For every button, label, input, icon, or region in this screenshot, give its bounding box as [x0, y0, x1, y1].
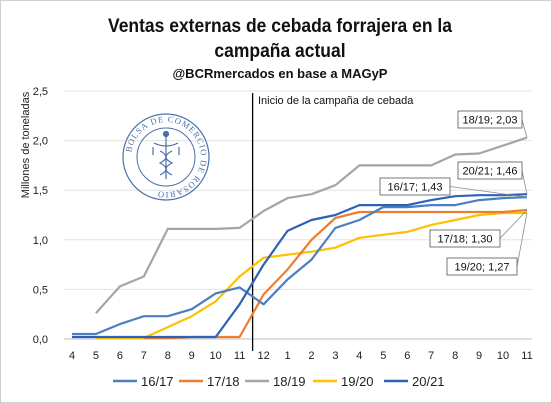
- annotation-leader: [499, 209, 528, 239]
- y-tick-label: 2,0: [33, 136, 48, 148]
- campaign-start-label: Inicio de la campaña de cebada: [258, 95, 414, 107]
- x-tick-label: 6: [117, 350, 123, 362]
- seal-inner-ring: [136, 127, 196, 187]
- x-tick-label: 11: [521, 350, 532, 362]
- legend-label: 18/19: [273, 374, 306, 389]
- y-tick-label: 2,5: [33, 86, 48, 98]
- annotation-label: 16/17; 1,43: [387, 182, 442, 194]
- x-tick-label: 5: [93, 350, 99, 362]
- x-tick-label: 7: [141, 350, 147, 362]
- seal-outer-ring: [122, 113, 210, 201]
- x-tick-label: 1: [284, 350, 290, 362]
- series-line-19-20: [95, 211, 527, 340]
- x-tick-label: 11: [234, 350, 245, 362]
- x-tick-label: 9: [189, 350, 195, 362]
- annotation-label: 17/18; 1,30: [437, 234, 492, 246]
- legend: 16/17 17/18 18/19 19/20 20/21: [113, 374, 445, 389]
- annotation-box: [457, 161, 523, 180]
- legend-label: 17/18: [207, 374, 240, 389]
- x-tick-label: 6: [404, 350, 410, 362]
- annotation-label: 18/19; 2,03: [462, 115, 517, 127]
- annotation-box: [457, 110, 523, 129]
- x-tick-label: 9: [476, 350, 482, 362]
- caduceus-icon: [152, 130, 180, 179]
- x-tick-label: 10: [497, 350, 509, 362]
- y-tick-label: 0,5: [33, 284, 48, 296]
- data-annotations: 18/19; 2,03 20/21; 1,46 16/17; 1,43 17/18; …: [379, 110, 528, 276]
- x-tick-label: 4: [356, 350, 362, 362]
- bolsa-comercio-rosario-seal: BOLSA DE COMERCIO DE ROSARIO: [122, 113, 210, 201]
- annotation-leader: [516, 212, 528, 267]
- annotation-label: 20/21; 1,46: [462, 166, 517, 178]
- y-axis-label: Millones de toneladas: [20, 91, 32, 198]
- x-tick-label: 10: [210, 350, 222, 362]
- x-axis-ticks: 4 5 6 7 8 9 10 11 12 1 2 3 4 5 6 7 8 9 10 11: [69, 350, 533, 362]
- x-tick-label: 3: [332, 350, 338, 362]
- annotation-box: [446, 257, 518, 276]
- series-line-16-17: [72, 196, 528, 336]
- legend-label: 20/21: [412, 374, 445, 389]
- annotation-leader: [449, 186, 528, 198]
- annotation-box: [379, 177, 451, 196]
- x-tick-label: 12: [257, 350, 269, 362]
- y-tick-label: 0,0: [33, 334, 48, 346]
- x-tick-label: 8: [165, 350, 171, 362]
- x-tick-label: 5: [380, 350, 386, 362]
- series-line-18-19: [95, 136, 528, 314]
- x-tick-label: 2: [308, 350, 314, 362]
- y-axis-ticks: 0,0 0,5 1,0 1,5 2,0 2,5: [33, 86, 48, 346]
- chart-subtitle: @BCRmercados en base a MAGyP: [172, 66, 388, 81]
- chart-title: Ventas externas de cebada forrajera en l…: [108, 16, 452, 62]
- series-lines: [72, 136, 528, 340]
- annotation-leader: [521, 170, 528, 195]
- y-tick-label: 1,0: [33, 235, 48, 247]
- annotation-leader: [521, 119, 528, 138]
- x-tick-label: 7: [428, 350, 434, 362]
- legend-label: 16/17: [141, 374, 174, 389]
- y-tick-label: 1,5: [33, 185, 48, 197]
- annotation-label: 19/20; 1,27: [454, 262, 509, 274]
- legend-label: 19/20: [341, 374, 374, 389]
- x-tick-label: 8: [452, 350, 458, 362]
- annotation-box: [429, 229, 501, 248]
- series-line-20-21: [72, 193, 528, 339]
- x-tick-label: 4: [69, 350, 75, 362]
